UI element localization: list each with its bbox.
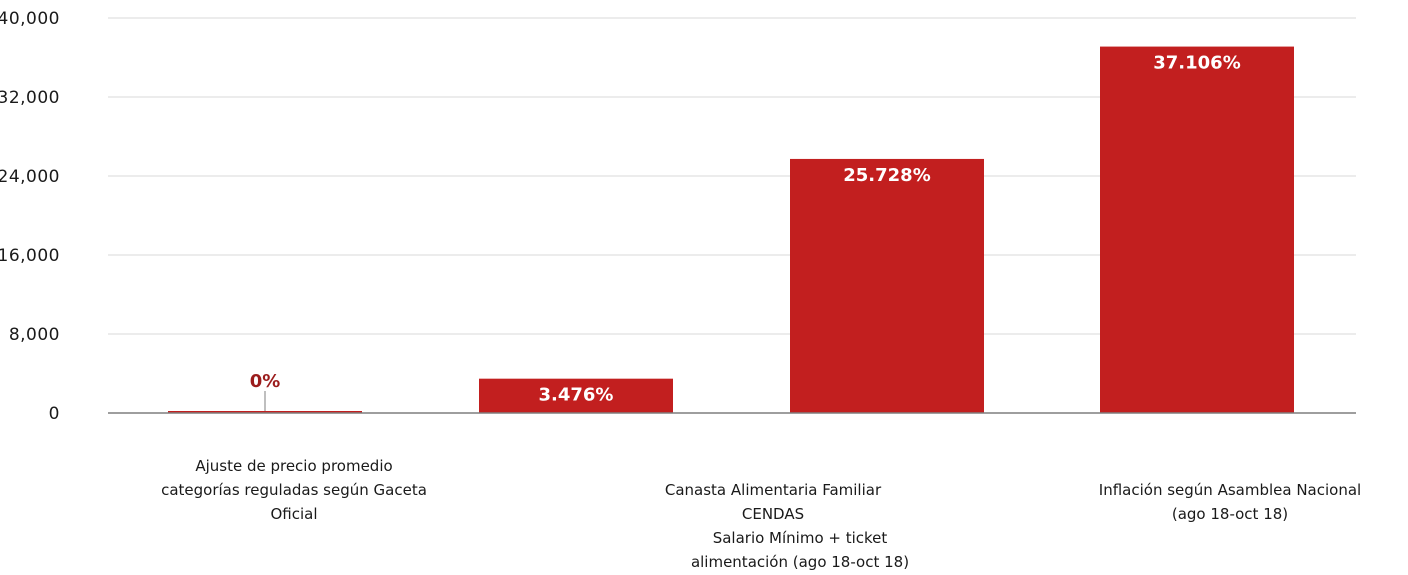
x-category-label: (ago 18-oct 18) (1172, 505, 1288, 523)
data-label: 3.476% (539, 385, 614, 406)
x-category-label: Canasta Alimentaria Familiar (665, 481, 882, 499)
x-category-label: Inflación según Asamblea Nacional (1099, 481, 1361, 499)
data-label: 0% (250, 371, 281, 392)
bar (1100, 46, 1294, 414)
data-label: 37.106% (1153, 53, 1241, 74)
y-tick-label: 16,000 (0, 246, 60, 266)
y-tick-label: 8,000 (9, 325, 60, 345)
bar (479, 378, 673, 413)
y-tick-label: 32,000 (0, 88, 60, 108)
data-label: 25.728% (843, 165, 931, 186)
bar (168, 411, 362, 413)
y-tick-label: 0 (49, 404, 60, 424)
x-category-label: CENDAS (742, 505, 804, 523)
bar (790, 158, 984, 413)
x-category-label: Ajuste de precio promedio (195, 457, 392, 475)
y-tick-label: 24,000 (0, 167, 60, 187)
x-category-label: Salario Mínimo + ticket (713, 529, 888, 547)
y-tick-label: 40,000 (0, 9, 60, 29)
x-category-label: Oficial (270, 505, 317, 523)
x-category-label: categorías reguladas según Gaceta (161, 481, 427, 499)
x-category-label: alimentación (ago 18-oct 18) (691, 553, 909, 571)
